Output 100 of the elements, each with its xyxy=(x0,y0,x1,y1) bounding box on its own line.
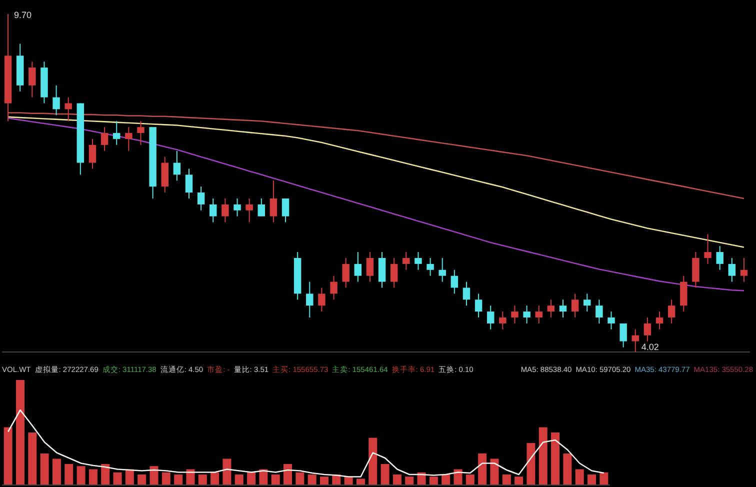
bar xyxy=(174,474,183,485)
candlestick xyxy=(125,126,132,152)
bar xyxy=(392,474,402,485)
candlestick xyxy=(644,316,652,342)
candlestick xyxy=(173,150,181,182)
bar xyxy=(526,443,536,485)
candlestick xyxy=(656,311,664,330)
bar xyxy=(405,476,414,485)
bar xyxy=(478,454,487,485)
candlestick xyxy=(740,257,748,282)
candlestick xyxy=(426,257,434,276)
candlestick xyxy=(668,299,676,324)
candlestick xyxy=(547,299,555,318)
candlestick xyxy=(523,305,530,324)
candlestick xyxy=(366,252,374,282)
bar xyxy=(88,469,98,485)
bar xyxy=(502,474,511,485)
candlestick xyxy=(28,61,36,98)
bar xyxy=(308,474,316,485)
bar xyxy=(138,474,146,485)
candlestick xyxy=(462,281,470,306)
candlestick xyxy=(704,234,712,264)
candlestick xyxy=(210,198,217,223)
candlestick xyxy=(414,252,422,270)
candlestick xyxy=(354,252,362,282)
candlestick xyxy=(474,293,482,318)
bar xyxy=(575,469,584,485)
bar xyxy=(76,466,86,485)
candlestick xyxy=(161,156,168,194)
bar xyxy=(442,474,450,485)
bar xyxy=(284,464,292,485)
candlestick xyxy=(559,299,567,318)
bar xyxy=(380,464,390,485)
candlestick xyxy=(282,198,290,223)
candlestick xyxy=(197,186,205,211)
candlestick xyxy=(258,198,266,217)
candlestick xyxy=(716,246,724,270)
bar xyxy=(247,472,256,485)
candlestick xyxy=(390,257,398,288)
bar xyxy=(429,476,438,485)
bar xyxy=(150,466,158,485)
candlestick xyxy=(64,96,72,122)
candlestick xyxy=(728,257,736,282)
candlestick xyxy=(306,281,314,318)
bar xyxy=(454,469,462,485)
candlestick xyxy=(499,311,506,330)
candlestick xyxy=(234,198,241,217)
bar xyxy=(490,458,499,485)
bar xyxy=(271,474,280,485)
candlestick xyxy=(450,269,458,294)
bar xyxy=(234,474,244,485)
candlestick xyxy=(438,257,446,282)
candlestick xyxy=(608,311,615,330)
bar xyxy=(320,476,328,485)
bar xyxy=(514,476,524,485)
bar xyxy=(40,454,49,485)
candlestick xyxy=(112,120,120,146)
candlestick xyxy=(571,293,579,318)
bar xyxy=(4,427,12,485)
bar xyxy=(466,474,474,485)
candlestick xyxy=(185,168,193,199)
bar xyxy=(368,438,378,485)
annotation: 9.70 xyxy=(14,10,32,20)
bar xyxy=(64,464,74,485)
bar xyxy=(588,474,596,485)
candlestick xyxy=(402,252,410,270)
candlestick xyxy=(486,305,494,330)
candlestick xyxy=(692,252,700,288)
bar xyxy=(296,472,304,485)
bar xyxy=(222,458,232,485)
candlestick xyxy=(596,299,603,324)
bar xyxy=(600,472,608,485)
bar xyxy=(551,432,560,485)
candlestick xyxy=(680,275,688,312)
candlestick xyxy=(584,293,591,312)
candlestick xyxy=(511,305,518,324)
candlestick xyxy=(137,120,144,146)
bar xyxy=(563,454,572,485)
candlestick xyxy=(88,138,96,170)
bar xyxy=(538,427,548,485)
candlestick xyxy=(342,257,350,288)
candlestick xyxy=(378,252,386,288)
candlestick xyxy=(246,198,253,223)
bar xyxy=(52,458,61,485)
candlestick xyxy=(52,84,60,116)
bar xyxy=(16,380,24,485)
candlestick xyxy=(100,126,108,152)
candlestick xyxy=(270,180,278,223)
annotation: 4.02 xyxy=(641,342,659,352)
bar xyxy=(28,432,37,485)
bar xyxy=(198,474,207,485)
candlestick xyxy=(318,287,326,312)
candlestick xyxy=(535,305,542,324)
candlestick xyxy=(620,322,627,348)
bar xyxy=(356,478,365,485)
bar xyxy=(113,472,122,485)
bar xyxy=(210,472,220,485)
candlestick xyxy=(330,275,338,300)
bar xyxy=(101,464,110,485)
candlestick xyxy=(222,198,229,223)
